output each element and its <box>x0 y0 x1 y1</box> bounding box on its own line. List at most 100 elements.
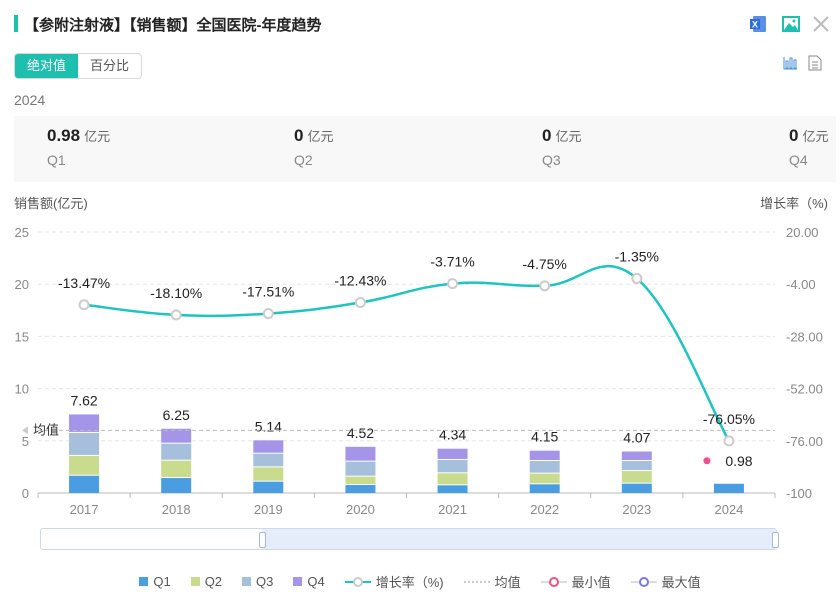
growth-label: -12.43% <box>334 273 386 289</box>
excel-export-icon[interactable]: X <box>749 14 769 34</box>
bar-q4 <box>437 448 468 459</box>
legend-label: 增长率（%) <box>375 575 444 590</box>
legend-label: Q2 <box>204 574 223 589</box>
growth-point <box>447 278 459 290</box>
bar-q3 <box>437 459 468 473</box>
bar-total-label: 0.98 <box>725 453 752 469</box>
chart-legend: Q1 Q2 Q3 Q4 增长率（%) 均值 最小值 最大值 <box>0 572 840 591</box>
summary-unit: 亿元 <box>802 129 829 144</box>
summary-unit: 亿元 <box>307 129 334 144</box>
growth-label: -18.10% <box>150 285 202 301</box>
bar-total-label: 4.52 <box>347 425 374 441</box>
summary-q2: 0 亿元 Q2 <box>294 126 333 168</box>
summary-value: 0 <box>294 126 304 145</box>
summary-value: 0 <box>789 126 799 145</box>
legend-label: 最小值 <box>571 575 611 590</box>
growth-point <box>723 435 735 447</box>
bar-q2 <box>529 473 560 484</box>
data-zoom-selected-range[interactable] <box>262 529 776 549</box>
y-axis-title: 销售额(亿元) <box>14 196 88 211</box>
min-marker-icon <box>540 576 567 587</box>
bar-q2 <box>253 467 284 481</box>
min-marker <box>703 457 711 465</box>
bar-q3 <box>345 461 376 476</box>
legend-q3[interactable]: Q3 <box>242 572 273 591</box>
growth-label: -3.71% <box>430 254 474 270</box>
legend-growth[interactable]: 增长率（%) <box>344 572 444 591</box>
sales-chart: 0 5 10 15 20 25 -100 -76.00 -52.00 -28.00 -4.00 20.… <box>15 225 823 515</box>
growth-point <box>631 272 643 284</box>
growth-label: -17.51% <box>242 284 294 300</box>
summary-value: 0.98 <box>47 126 81 145</box>
bar-q2 <box>161 460 192 478</box>
legend-q2[interactable]: Q2 <box>190 572 223 591</box>
legend-label: 均值 <box>494 575 521 590</box>
data-zoom-slider[interactable] <box>40 528 779 550</box>
average-marker <box>22 426 28 435</box>
bar-q1 <box>621 483 652 493</box>
max-marker-icon <box>630 576 657 587</box>
summary-label: Q4 <box>789 152 808 168</box>
y2-axis-title: 增长率（%) <box>760 196 828 211</box>
bar-q3 <box>253 453 284 467</box>
bar-chart-view-icon[interactable] <box>782 55 798 76</box>
legend-average[interactable]: 均值 <box>463 572 521 591</box>
y-tick-label: 20 <box>15 277 29 292</box>
bar-total-label: 4.07 <box>623 430 650 446</box>
percent-tab[interactable]: 百分比 <box>90 58 130 73</box>
legend-min[interactable]: 最小值 <box>540 572 611 591</box>
y-tick-label: 0 <box>22 486 29 501</box>
y2-tick-label: -28.00 <box>786 329 823 344</box>
growth-point <box>539 280 551 292</box>
legend-label: 最大值 <box>661 575 701 590</box>
growth-point <box>354 297 366 309</box>
legend-label: Q1 <box>153 574 171 589</box>
legend-q4[interactable]: Q4 <box>293 572 325 591</box>
y-tick-label: 25 <box>15 225 29 240</box>
bar-q1 <box>69 475 100 493</box>
summary-unit: 亿元 <box>84 129 111 144</box>
x-tick-label: 2017 <box>70 502 99 515</box>
data-zoom-left-handle[interactable] <box>259 532 266 548</box>
close-icon[interactable] <box>811 14 831 34</box>
y-tick-label: 15 <box>15 329 29 344</box>
y2-tick-label: -4.00 <box>786 277 816 292</box>
bar-q2 <box>437 473 468 485</box>
summary-year: 2024 <box>14 92 46 108</box>
growth-point <box>78 299 90 311</box>
data-zoom-right-handle[interactable] <box>772 532 779 548</box>
bar-q1 <box>713 483 744 493</box>
growth-point <box>170 309 182 321</box>
absolute-value-tab[interactable]: 绝对值 <box>15 54 79 78</box>
legend-label: Q4 <box>307 574 325 589</box>
summary-q1: 0.98 亿元 Q1 <box>47 126 110 168</box>
y-tick-label: 5 <box>22 434 29 449</box>
bar-q1 <box>437 485 468 493</box>
growth-label: -76.05% <box>703 411 755 427</box>
dashed-line-icon <box>463 581 490 582</box>
bar-q2 <box>345 476 376 485</box>
legend-swatch <box>293 577 303 586</box>
bar-total-label: 4.34 <box>439 427 466 443</box>
x-tick-label: 2019 <box>254 502 283 515</box>
bar-q3 <box>69 432 100 455</box>
image-export-icon[interactable] <box>781 14 801 34</box>
svg-text:X: X <box>752 20 758 30</box>
x-tick-label: 2020 <box>346 502 375 515</box>
table-view-icon[interactable] <box>808 55 822 76</box>
bar-q4 <box>621 451 652 461</box>
bar-total-label: 6.25 <box>163 407 190 423</box>
legend-max[interactable]: 最大值 <box>630 572 701 591</box>
y2-tick-label: -52.00 <box>786 382 823 397</box>
legend-q1[interactable]: Q1 <box>139 572 171 591</box>
x-tick-label: 2023 <box>622 502 651 515</box>
growth-label: -1.35% <box>615 248 659 264</box>
summary-label: Q2 <box>294 152 313 168</box>
summary-value: 0 <box>542 126 552 145</box>
summary-label: Q1 <box>47 152 66 168</box>
y2-tick-label: -76.00 <box>786 434 823 449</box>
bar-q1 <box>161 478 192 493</box>
bar-q3 <box>161 443 192 460</box>
growth-label: -13.47% <box>58 275 110 291</box>
bar-q4 <box>253 440 284 453</box>
